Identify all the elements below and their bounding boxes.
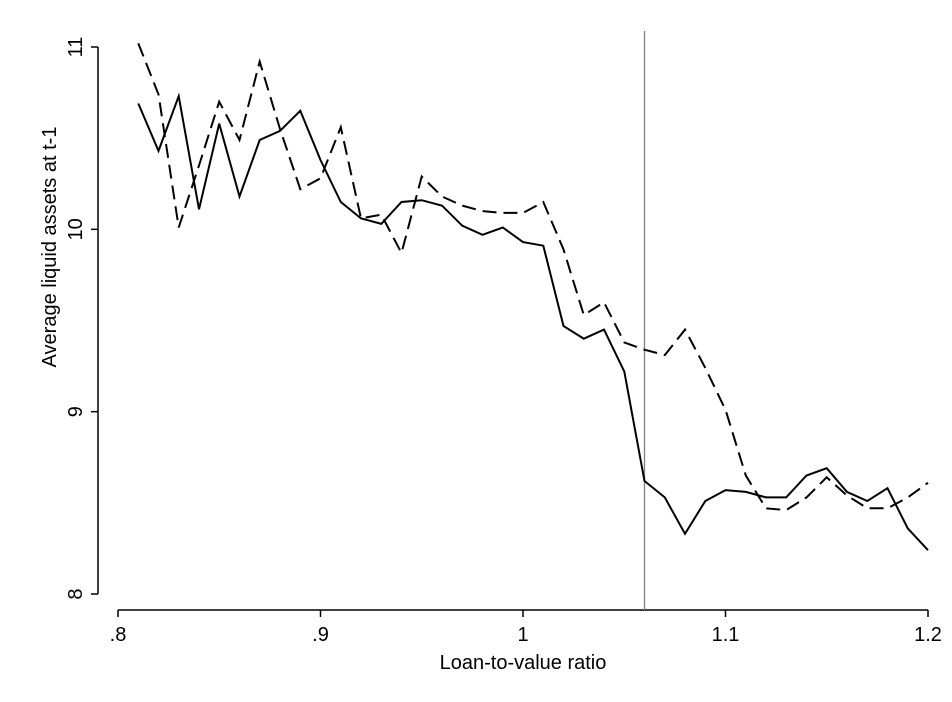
- y-ticks: 8 9 10 11: [65, 37, 98, 600]
- series-group: [137, 43, 929, 551]
- dashed-series-line: [137, 43, 929, 512]
- y-tick-label: 9: [65, 406, 87, 417]
- x-tick-label: 1: [517, 624, 528, 646]
- x-axis-label: Loan-to-value ratio: [440, 652, 607, 674]
- x-ticks: .8 .9 1 1.1 1.2: [110, 610, 942, 646]
- x-tick-label: 1.2: [914, 624, 942, 646]
- y-tick-label: 8: [65, 588, 87, 599]
- x-tick-label: .9: [312, 624, 329, 646]
- x-tick-label: 1.1: [712, 624, 740, 646]
- y-tick-label: 11: [65, 37, 87, 58]
- y-tick-label: 10: [65, 218, 87, 240]
- solid-series-line: [137, 92, 929, 551]
- x-tick-label: .8: [110, 624, 127, 646]
- y-axis-label: Average liquid assets at t-1: [39, 127, 61, 368]
